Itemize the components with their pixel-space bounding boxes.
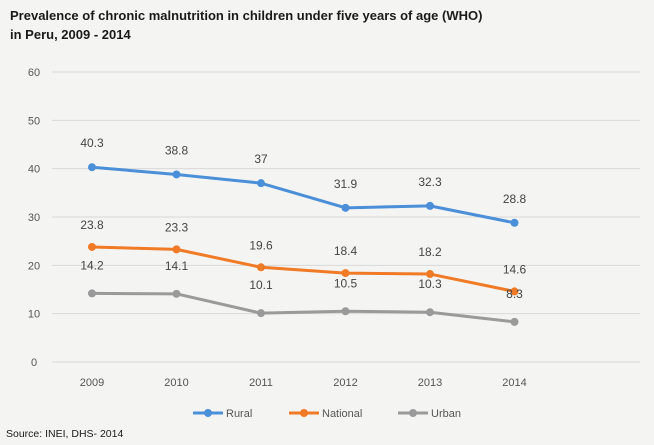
- x-tick-label: 2014: [502, 377, 526, 389]
- data-label: 32.3: [418, 175, 442, 189]
- data-point: [88, 242, 96, 251]
- data-point: [257, 309, 265, 318]
- source-note: Source: INEI, DHS- 2014: [6, 428, 124, 440]
- y-tick-label: 40: [28, 164, 40, 176]
- data-label: 8.3: [506, 287, 523, 301]
- data-point: [172, 170, 181, 179]
- data-label: 14.6: [503, 262, 527, 276]
- data-point: [510, 218, 519, 227]
- data-point: [341, 203, 350, 212]
- data-point: [341, 269, 350, 278]
- legend-label-national: National: [322, 408, 362, 420]
- data-point: [88, 289, 96, 298]
- legend-marker: [409, 409, 417, 417]
- legend-marker: [300, 409, 308, 417]
- series-line-national: [91, 245, 515, 293]
- data-point: [426, 308, 434, 317]
- data-point: [172, 245, 181, 254]
- chart-title-line-2: in Peru, 2009 - 2014: [10, 27, 131, 42]
- data-label: 19.6: [249, 238, 273, 252]
- chart-title: Prevalence of chronic malnutrition in ch…: [10, 6, 610, 44]
- y-tick-label: 50: [28, 115, 40, 127]
- series-line-urban: [91, 291, 515, 324]
- series-line-rural: [91, 165, 515, 225]
- data-point: [510, 317, 519, 326]
- y-tick-label: 0: [31, 357, 37, 369]
- data-point: [341, 307, 350, 316]
- data-label: 37: [254, 152, 268, 166]
- y-tick-label: 60: [28, 67, 40, 79]
- data-label: 40.3: [80, 136, 104, 150]
- chart-title-line-1: Prevalence of chronic malnutrition in ch…: [10, 8, 483, 23]
- data-label: 14.1: [165, 259, 189, 273]
- data-label: 23.3: [165, 220, 189, 234]
- data-point: [426, 270, 434, 279]
- x-tick-label: 2011: [249, 377, 273, 389]
- data-label: 14.2: [80, 258, 104, 272]
- data-label: 31.9: [334, 177, 358, 191]
- data-point: [88, 163, 96, 172]
- data-label: 10.1: [249, 278, 273, 292]
- data-label: 18.4: [334, 244, 358, 258]
- x-tick-label: 2009: [80, 377, 104, 389]
- x-tick-label: 2012: [333, 377, 357, 389]
- data-point: [257, 179, 265, 188]
- legend-label-rural: Rural: [226, 408, 252, 420]
- x-tick-label: 2013: [418, 377, 442, 389]
- legend-marker: [204, 409, 212, 417]
- x-tick-label: 2010: [164, 377, 188, 389]
- data-label: 28.8: [503, 192, 527, 206]
- data-label: 38.8: [165, 143, 189, 157]
- data-label: 10.5: [334, 276, 358, 290]
- data-label: 23.8: [80, 218, 104, 232]
- data-point: [257, 263, 265, 272]
- legend-label-urban: Urban: [431, 408, 461, 420]
- data-label: 18.2: [418, 245, 442, 259]
- y-tick-label: 20: [28, 260, 40, 272]
- y-tick-label: 10: [28, 309, 40, 321]
- data-point: [510, 287, 519, 296]
- data-label: 10.3: [418, 277, 442, 291]
- y-tick-label: 30: [28, 212, 40, 224]
- data-point: [426, 201, 434, 210]
- data-point: [172, 289, 181, 298]
